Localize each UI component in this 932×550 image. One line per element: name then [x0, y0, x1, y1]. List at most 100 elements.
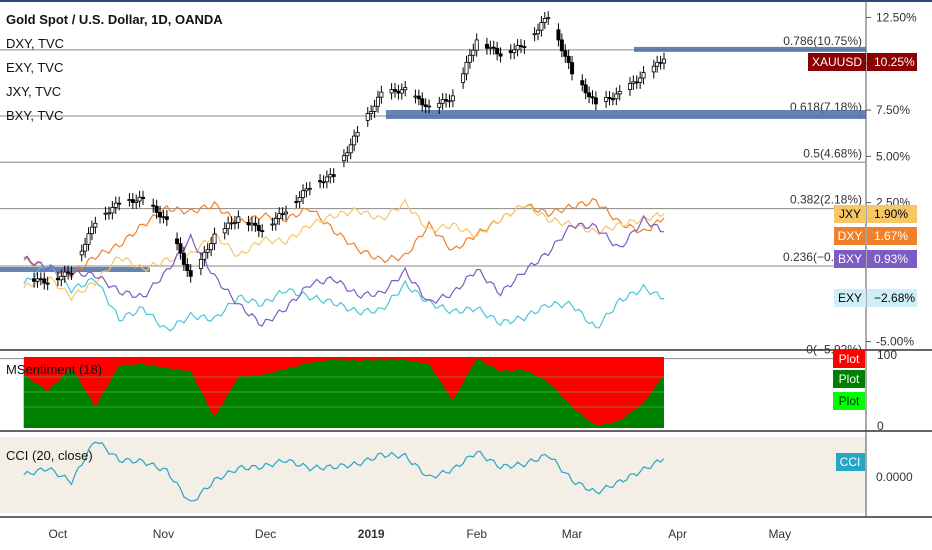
candle-body	[198, 258, 203, 270]
candle-body	[284, 211, 289, 215]
candle-body	[110, 207, 115, 214]
candle-body	[583, 84, 588, 94]
candle-body	[294, 201, 299, 203]
time-tick-label: Feb	[466, 527, 487, 541]
candle-body	[55, 277, 60, 281]
sent-tick-0: 0	[877, 419, 884, 433]
candle-body	[35, 278, 40, 282]
tag-dxy-value: 1.67%	[874, 229, 908, 243]
candle-body	[641, 72, 646, 79]
candle-body	[522, 46, 527, 49]
candle-body	[447, 100, 452, 103]
candle-body	[491, 46, 496, 49]
candle-body	[273, 218, 278, 225]
candle-body	[341, 155, 346, 162]
tag-bxy-value: 0.93%	[874, 252, 908, 266]
candle-body	[134, 200, 139, 203]
candle-body	[89, 226, 94, 235]
tag-bxy-name-box	[834, 250, 866, 268]
candle-body	[532, 33, 537, 36]
candle-body	[256, 224, 261, 232]
candle-body	[372, 105, 377, 112]
candle-body	[280, 213, 285, 216]
candle-body	[610, 98, 615, 101]
candle-body	[617, 91, 622, 95]
tag-xauusd-name: XAUUSD	[812, 55, 862, 69]
candle-body	[631, 81, 636, 84]
gold-candles	[32, 11, 667, 291]
candle-body	[396, 90, 401, 94]
candle-body	[226, 222, 231, 230]
legend-bxy: BXY, TVC	[6, 108, 63, 123]
candle-body	[587, 92, 592, 98]
time-axis[interactable]: Oct Nov Dec 2019 Feb Mar Apr May	[49, 527, 792, 541]
candle-body	[130, 199, 135, 203]
sent-tag-red	[833, 350, 865, 368]
time-tick-label: Apr	[668, 527, 687, 541]
candle-body	[556, 29, 561, 41]
cci-band	[0, 437, 866, 513]
sent-tag-lime	[833, 392, 865, 410]
sent-tag-lime-label: Plot	[839, 394, 860, 408]
candle-body	[495, 47, 500, 55]
price-tick-label: 5.00%	[876, 149, 910, 163]
candle-body	[593, 97, 598, 105]
resistance-zone	[634, 46, 866, 52]
cci-line	[23, 441, 665, 502]
time-tick-label: May	[768, 527, 791, 541]
candle-body	[307, 187, 312, 190]
tag-bxy-name: BXY	[838, 252, 862, 266]
candle-body	[103, 212, 108, 215]
candle-body	[137, 196, 142, 202]
candle-body	[542, 18, 547, 23]
candle-body	[634, 81, 639, 84]
candle-body	[471, 49, 476, 56]
candle-body	[536, 29, 541, 35]
tag-dxy-value-box	[867, 227, 917, 245]
candle-body	[627, 83, 632, 90]
series-dxy-line	[23, 197, 665, 280]
candle-body	[205, 249, 210, 253]
candle-body	[566, 55, 571, 63]
candle-body	[427, 105, 432, 108]
cci-tag-label: CCI	[840, 455, 861, 469]
tag-xauusd-name-box	[808, 53, 866, 71]
candle-body	[590, 96, 595, 99]
zones	[0, 46, 866, 273]
candle-body	[655, 61, 660, 67]
series-jxy-line	[23, 198, 665, 302]
tag-exy-name-box	[834, 289, 866, 307]
candle-body	[467, 54, 472, 63]
candle-body	[604, 97, 609, 102]
candle-body	[324, 176, 329, 183]
candle-body	[515, 45, 520, 51]
support-zone	[386, 110, 866, 119]
cci-tick-zero: 0.0000	[876, 470, 913, 484]
legend-jxy: JXY, TVC	[6, 84, 61, 99]
candle-body	[318, 180, 323, 183]
candle-body	[348, 144, 353, 154]
series-bxy-line	[23, 214, 665, 327]
candle-body	[151, 204, 156, 207]
candle-body	[321, 181, 326, 184]
time-tick-label: 2019	[358, 527, 385, 541]
candle-body	[222, 228, 227, 234]
candle-body	[202, 251, 207, 260]
candle-body	[580, 80, 585, 86]
tag-exy-name: EXY	[838, 291, 862, 305]
candle-body	[42, 278, 47, 284]
candle-body	[277, 213, 282, 219]
candle-body	[270, 223, 275, 226]
candle-body	[379, 91, 384, 98]
candle-body	[93, 222, 98, 228]
candle-body	[59, 275, 64, 281]
candle-body	[662, 58, 667, 64]
time-tick-label: Mar	[562, 527, 583, 541]
sentiment-title: MSentiment (18)	[6, 362, 102, 377]
candle-body	[651, 65, 656, 73]
time-tick-label: Dec	[255, 527, 276, 541]
chart-title: Gold Spot / U.S. Dollar, 1D, OANDA	[6, 12, 223, 27]
candle-body	[236, 216, 241, 223]
candle-body	[66, 271, 71, 274]
